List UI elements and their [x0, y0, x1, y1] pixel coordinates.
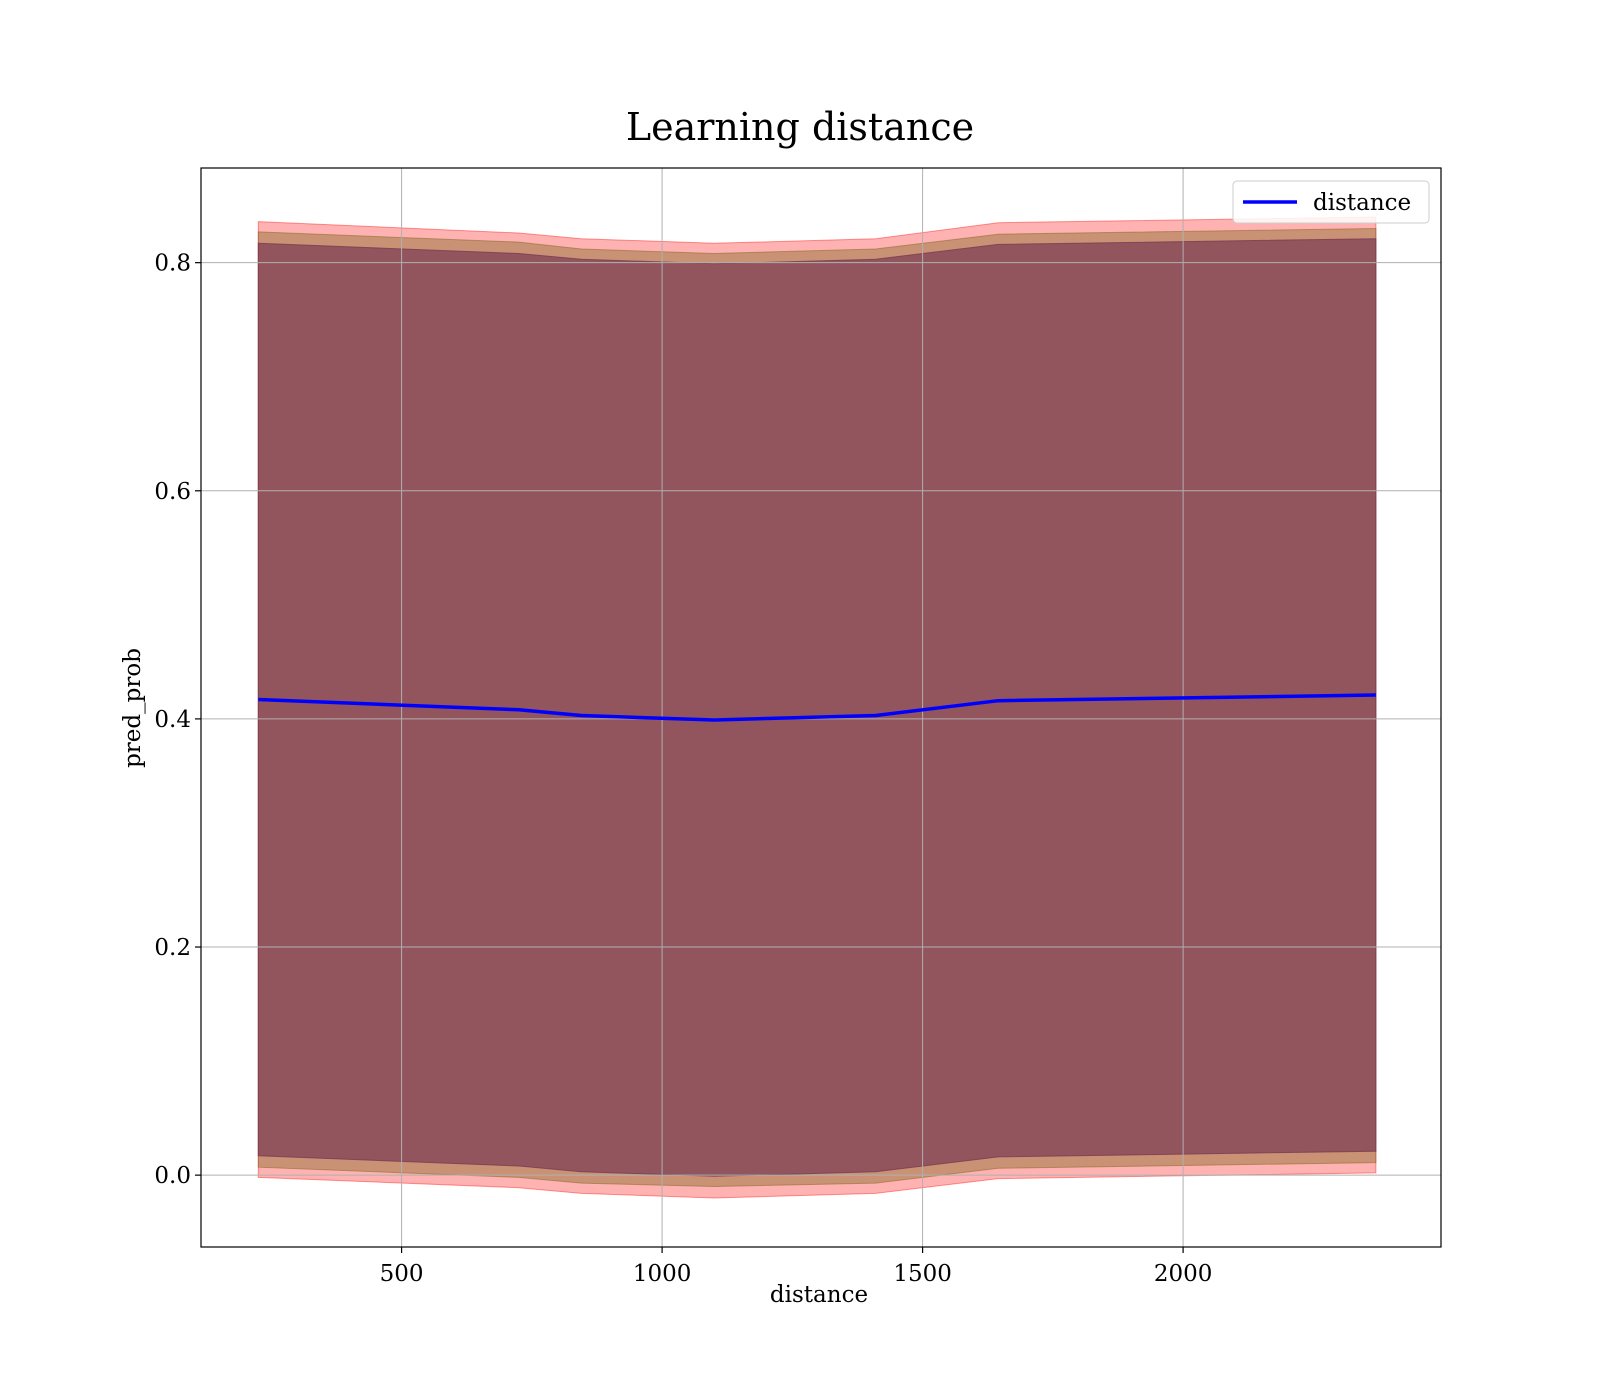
y-tick-label-3: 0.6	[154, 479, 191, 505]
y-axis-label: pred_prob	[120, 648, 146, 768]
y-tick-label-2: 0.4	[154, 707, 191, 733]
legend-box	[1232, 180, 1430, 224]
legend-label-distance: distance	[1313, 190, 1411, 216]
x-axis-label: distance	[770, 1282, 868, 1308]
legend: distance	[1232, 180, 1430, 224]
x-tick-label-1: 1000	[633, 1261, 692, 1287]
axes-frame	[200, 167, 1442, 1248]
plot-frame	[200, 167, 1442, 1248]
series-line-distance	[258, 693, 1376, 722]
y-tick-label-1: 0.2	[154, 935, 191, 961]
y-tick-label-0: 0.0	[154, 1163, 191, 1189]
y-tick-label-4: 0.8	[154, 251, 191, 277]
x-tick-label-2: 1500	[893, 1261, 952, 1287]
x-axis-ticks: 500 1000 1500 2000	[380, 1247, 1213, 1287]
chart-title: Learning distance	[626, 105, 974, 149]
band-2	[257, 238, 1377, 1177]
y-axis-ticks: 0.0 0.2 0.4 0.6 0.8	[154, 251, 201, 1189]
confidence-bands	[257, 216, 1377, 1199]
grid-lines	[201, 168, 1441, 1247]
x-tick-label-3: 2000	[1154, 1261, 1213, 1287]
series-lines	[258, 693, 1376, 722]
x-tick-label-0: 500	[380, 1261, 424, 1287]
